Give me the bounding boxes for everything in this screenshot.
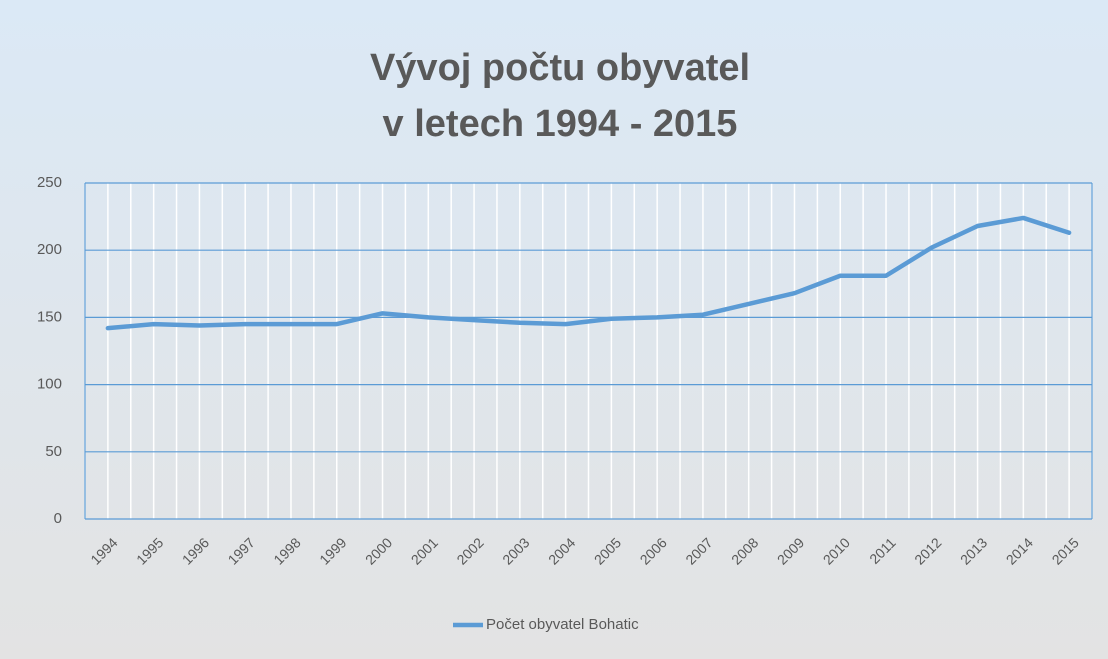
chart-title: Vývoj počtu obyvatel xyxy=(370,47,750,89)
y-tick-label: 100 xyxy=(37,376,62,393)
y-tick-label: 250 xyxy=(37,174,62,191)
y-tick-label: 50 xyxy=(45,443,62,460)
y-tick-label: 200 xyxy=(37,241,62,258)
chart-title: v letech 1994 - 2015 xyxy=(383,103,738,145)
y-tick-label: 0 xyxy=(54,510,62,527)
y-tick-label: 150 xyxy=(37,308,62,325)
legend-label: Počet obyvatel Bohatic xyxy=(486,616,639,633)
data-line xyxy=(105,215,1072,331)
